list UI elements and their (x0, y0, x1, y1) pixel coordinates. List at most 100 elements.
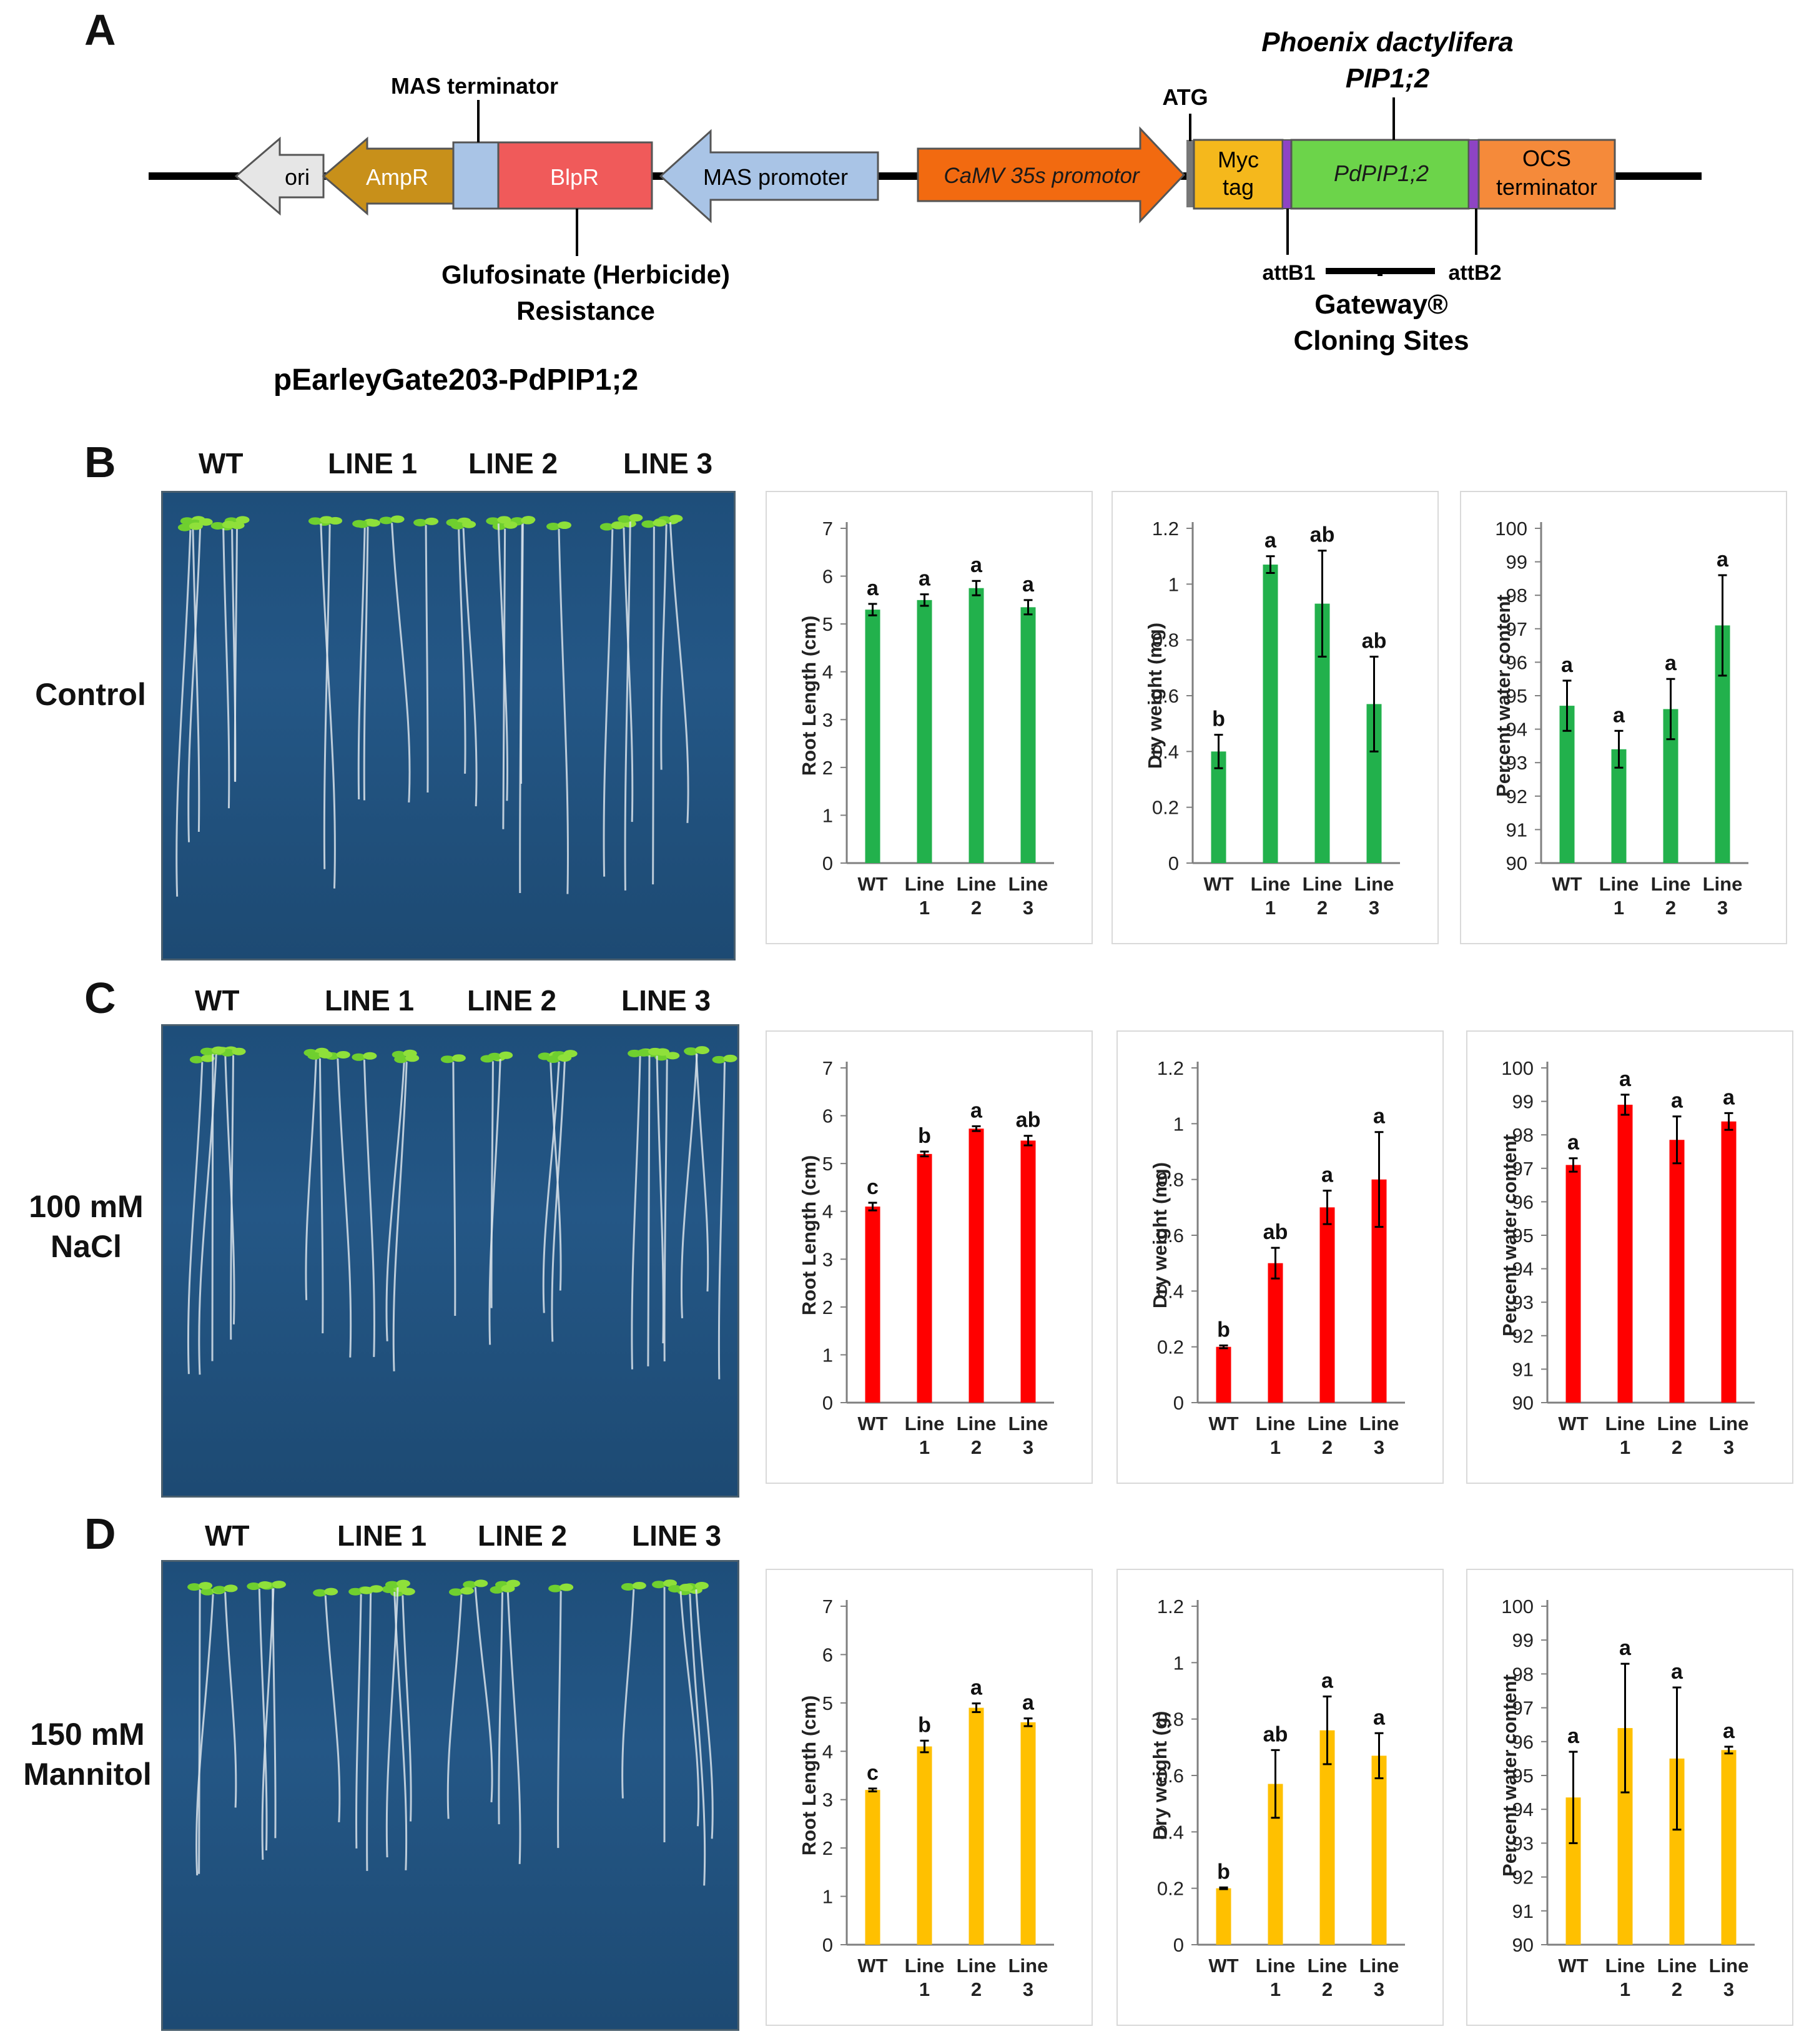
x-tick-label: Line (905, 1413, 945, 1434)
seedling-leaf (548, 1584, 563, 1592)
seedling-root (391, 523, 411, 802)
y-tick-label: 91 (1512, 1900, 1534, 1922)
x-tick-label: 1 (1614, 897, 1624, 919)
y-tick-label: 96 (1506, 651, 1527, 673)
bar (1617, 1104, 1633, 1403)
seedling-root (187, 1062, 204, 1375)
y-tick-label: 5 (822, 1692, 833, 1714)
mas-promoter-element (659, 129, 879, 224)
significance-letter: a (1321, 1669, 1334, 1693)
seedling-root (631, 1055, 641, 1370)
bar (917, 1746, 932, 1945)
seedling-plate-mannitol (161, 1560, 739, 2031)
y-tick-label: 6 (822, 1644, 833, 1666)
plate-label-wt: WT (205, 1519, 250, 1552)
x-tick-label: 1 (1620, 1436, 1630, 1458)
ocs-terminator-element (1477, 139, 1616, 210)
x-tick-label: 3 (1717, 897, 1728, 919)
seedling-root (355, 1594, 362, 1849)
x-tick-label: Line (957, 1413, 997, 1434)
y-tick-label: 5 (822, 1153, 833, 1175)
myc-tag-element (1193, 139, 1284, 210)
x-tick-label: Line (1354, 873, 1394, 895)
seedling-leaf (621, 1582, 635, 1591)
chart-control-dry-weight: 0 0.2 0.4 0.6 0.8 1 1.2 Dry weight (mg) b WT a Line… (1111, 491, 1439, 944)
x-tick-label: 2 (1322, 1436, 1333, 1458)
y-axis-label: Percent water content (1499, 1674, 1521, 1877)
seedling-leaf (390, 515, 405, 523)
seedling-leaf (546, 523, 561, 531)
y-tick-label: 2 (822, 757, 833, 779)
seedling-leaf (521, 516, 535, 525)
seedling-leaf (440, 1055, 455, 1064)
x-tick-label: Line (1359, 1413, 1399, 1434)
plate-label-wt: WT (195, 984, 240, 1017)
significance-letter: c (867, 1175, 879, 1199)
x-tick-label: 1 (1620, 1978, 1630, 2000)
x-tick-label: Line (1657, 1955, 1697, 1977)
x-tick-label: 2 (1665, 897, 1676, 919)
seedling-root (318, 1058, 324, 1333)
y-tick-label: 7 (822, 518, 833, 540)
seedling-leaf (379, 516, 393, 525)
plate-label-line3: LINE 3 (632, 1519, 722, 1552)
seedling-root (195, 1594, 214, 1876)
seedling-leaf (632, 1581, 646, 1589)
seedling-leaf (199, 518, 213, 526)
y-tick-label: 90 (1512, 1392, 1534, 1414)
bar (917, 1153, 932, 1403)
significance-letter: a (867, 576, 879, 600)
seedling-root (497, 523, 509, 801)
x-tick-label: 1 (919, 1978, 930, 2000)
seedling-root (272, 1588, 277, 1839)
seedling-root (363, 526, 369, 801)
y-tick-label: 96 (1512, 1731, 1534, 1753)
y-tick-label: 100 (1501, 1596, 1534, 1617)
y-tick-label: 0 (1173, 1392, 1184, 1414)
bar (969, 1128, 984, 1403)
bar (1216, 1888, 1231, 1945)
y-tick-label: 7 (822, 1057, 833, 1079)
species-annotation-1: Phoenix dactylifera (1261, 27, 1513, 57)
seedling-plate-nacl (161, 1024, 739, 1498)
significance-letter: b (1217, 1860, 1230, 1884)
x-tick-label: 2 (971, 897, 982, 919)
seedling-leaf (695, 1046, 709, 1054)
seedling-root (457, 525, 466, 774)
seedling-root (187, 525, 202, 842)
x-tick-label: Line (1605, 1955, 1645, 1977)
y-axis-label: Percent water content (1499, 1134, 1521, 1336)
seedling-leaf (211, 1046, 225, 1054)
x-tick-label: Line (1308, 1955, 1348, 1977)
seedling-root (549, 1059, 562, 1291)
x-tick-label: WT (1558, 1955, 1588, 1977)
bar (1319, 1730, 1335, 1945)
bar (1216, 1346, 1231, 1403)
seedling-leaf (199, 1582, 213, 1590)
significance-letter: a (1022, 1691, 1035, 1715)
x-tick-label: Line (1605, 1413, 1645, 1434)
y-tick-label: 7 (822, 1596, 833, 1617)
x-tick-label: 3 (1369, 897, 1379, 919)
x-tick-label: 1 (1270, 1978, 1281, 2000)
plate-label-line3: LINE 3 (621, 984, 711, 1017)
significance-letter: ab (1263, 1722, 1288, 1746)
y-tick-label: 4 (822, 661, 833, 683)
seedling-leaf (200, 1587, 215, 1596)
x-tick-label: WT (1208, 1955, 1238, 1977)
bar (917, 600, 932, 863)
seedling-leaf (385, 1581, 399, 1589)
plate-label-line2: LINE 2 (467, 984, 557, 1017)
seedling-leaf (462, 520, 476, 528)
y-tick-label: 0.4 (1157, 1821, 1184, 1843)
seedling-leaf (451, 1054, 466, 1062)
mas-terminator-element (452, 141, 500, 210)
bar (865, 1790, 880, 1945)
seedling-leaf (723, 1054, 737, 1062)
y-axis-label: Dry weight (mg) (1144, 623, 1166, 769)
seedling-leaf (558, 521, 572, 530)
seedling-leaf (425, 517, 439, 525)
seedling-leaf (348, 1587, 363, 1596)
seedling-leaf (463, 1581, 477, 1589)
seedlings-image (175, 514, 689, 897)
